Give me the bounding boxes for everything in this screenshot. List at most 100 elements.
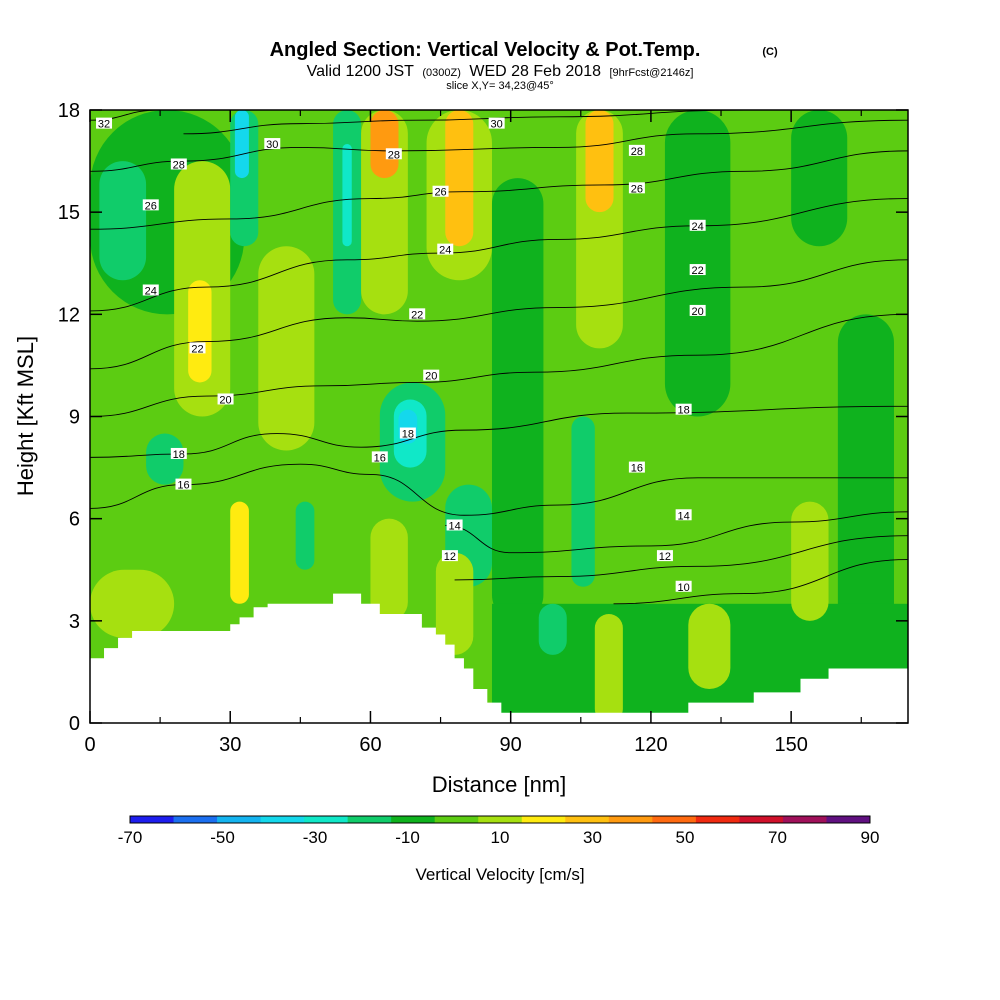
colorbar-title: Vertical Velocity [cm/s] — [415, 865, 584, 884]
velocity-cell — [370, 110, 399, 179]
x-axis-label: Distance [nm] — [432, 772, 567, 797]
contour-label: 32 — [96, 117, 113, 131]
x-tick-label: 0 — [84, 734, 95, 756]
contour-label-bg — [399, 427, 416, 439]
contour-label-bg — [488, 117, 505, 129]
contour-label-bg — [371, 451, 388, 463]
velocity-cell — [99, 161, 147, 281]
contour-label: 28 — [170, 158, 187, 171]
contour-label-bg — [675, 509, 692, 521]
colorbar-tick-label: 10 — [491, 828, 510, 847]
contour-label-text: 24 — [439, 245, 451, 257]
theta-contour-line — [90, 198, 908, 312]
contour-label: 12 — [656, 550, 673, 563]
velocity-cell — [258, 246, 315, 451]
contour-label-text: 18 — [402, 429, 414, 441]
contour-label-bg — [675, 403, 692, 415]
contour-label: 28 — [628, 144, 645, 158]
contour-label-bg — [432, 185, 449, 197]
velocity-cell — [342, 144, 352, 247]
theta-contour-line — [90, 259, 908, 370]
contour-label-bg — [170, 447, 187, 459]
theta-contour-labels: 32 30 30 28 28 28 26 26 26 24 24 24 22 22 22 20 20 20 18 18… — [96, 117, 706, 594]
velocity-cell — [234, 110, 249, 179]
colorbar-swatch — [826, 816, 871, 823]
colorbar: -70 -50 -30 -10 10 30 50 70 90 — [118, 815, 880, 847]
valid-date: WED 28 Feb 2018 — [469, 63, 601, 80]
contour-label: 22 — [689, 264, 706, 277]
contour-label-text: 22 — [191, 343, 203, 355]
contour-label: 30 — [264, 138, 281, 151]
velocity-cell — [571, 416, 595, 587]
contour-label: 16 — [371, 451, 388, 464]
colorbar-swatch — [217, 816, 262, 823]
colorbar-swatch — [608, 816, 653, 823]
terrain-mask — [90, 593, 908, 723]
contour-label-text: 14 — [678, 510, 690, 522]
theta-contour-line — [445, 511, 908, 554]
contour-label: 20 — [689, 304, 706, 318]
contour-label: 26 — [432, 185, 449, 199]
colorbar-tick-label: 50 — [676, 828, 695, 847]
colorbar-swatch — [478, 816, 523, 823]
velocity-cell — [188, 280, 212, 383]
theta-contour-line — [90, 405, 908, 458]
contour-label-text: 10 — [678, 582, 690, 594]
colorbar-tick-label: -10 — [395, 828, 420, 847]
colorbar-tick-label: -50 — [210, 828, 235, 847]
velocity-cell — [664, 110, 731, 417]
contour-label-text: 24 — [145, 285, 157, 297]
contour-label: 24 — [142, 284, 159, 297]
velocity-cell — [791, 110, 848, 247]
contour-label-text: 18 — [173, 449, 185, 461]
velocity-cell — [230, 501, 249, 604]
contour-label: 16 — [175, 478, 192, 492]
velocity-cell — [791, 501, 829, 621]
velocity-cell — [837, 314, 894, 655]
y-tick-label: 3 — [69, 611, 80, 633]
x-tick-label: 150 — [774, 734, 807, 756]
contour-label-text: 28 — [631, 146, 643, 158]
colorbar-swatch — [130, 816, 175, 823]
theta-contour-line — [454, 535, 908, 581]
chart-title: Angled Section: Vertical Velocity & Pot.… — [270, 39, 701, 61]
velocity-cell — [688, 603, 731, 689]
contour-label-bg — [217, 393, 234, 405]
contour-label-bg — [96, 117, 113, 129]
valid-time-utc: (0300Z) — [422, 67, 461, 79]
velocity-field — [90, 110, 908, 723]
contour-label: 22 — [409, 308, 426, 321]
colorbar-swatch — [695, 816, 740, 823]
contour-label-bg — [385, 148, 402, 160]
contour-label: 28 — [385, 148, 402, 161]
contour-label-text: 20 — [219, 394, 231, 406]
colorbar-frame — [129, 815, 871, 824]
colorbar-swatch — [521, 816, 566, 823]
contour-label-text: 22 — [692, 265, 704, 277]
forecast-info: [9hrFcst@2146z] — [609, 67, 693, 79]
contour-label: 30 — [488, 117, 505, 131]
contour-label: 12 — [441, 550, 458, 563]
contour-label: 14 — [675, 509, 692, 522]
contour-label: 18 — [675, 403, 692, 417]
contour-label-bg — [689, 219, 706, 231]
colorbar-tick-label: 90 — [861, 828, 880, 847]
contour-label-bg — [423, 369, 440, 381]
contour-label-bg — [264, 138, 281, 150]
contour-label-text: 20 — [425, 371, 437, 383]
contour-label-text: 30 — [266, 139, 278, 151]
contour-label-bg — [446, 519, 463, 531]
colorbar-swatch — [260, 816, 305, 823]
contour-label-text: 16 — [177, 480, 189, 492]
contour-label: 18 — [399, 427, 416, 441]
slice-info: slice X,Y= 34,23@45° — [446, 80, 554, 92]
contour-label: 20 — [423, 369, 440, 383]
y-tick-label: 0 — [69, 713, 80, 735]
colorbar-swatch — [391, 816, 436, 823]
colorbar-swatch — [347, 816, 392, 823]
y-tick-label: 6 — [69, 509, 80, 531]
velocity-cell — [90, 569, 175, 638]
contour-label-bg — [675, 580, 692, 592]
